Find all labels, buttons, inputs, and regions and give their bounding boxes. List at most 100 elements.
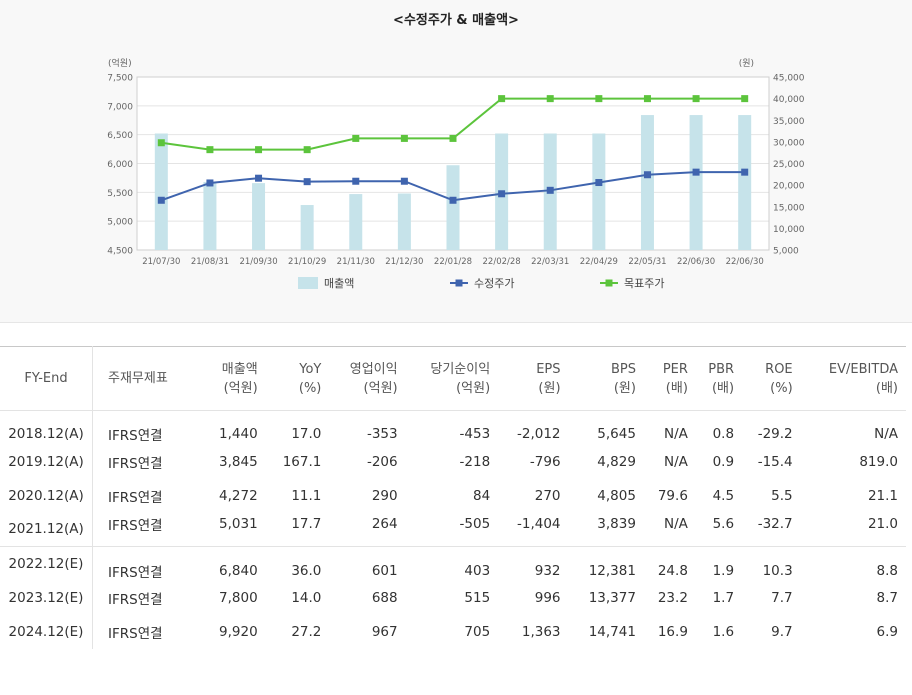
target-price-point bbox=[400, 134, 408, 142]
column-header: 영업이익 (억원) bbox=[329, 346, 406, 411]
table-cell: -29.2 bbox=[757, 425, 793, 442]
table-cell: 17.0 bbox=[291, 425, 322, 442]
table-cell: -15.4 bbox=[757, 453, 793, 470]
adjusted-price-point bbox=[303, 178, 311, 186]
fy-end-cell: 2024.12(E) bbox=[0, 615, 93, 649]
x-tick-label: 22/01/28 bbox=[434, 257, 472, 267]
table-cell: -2,012 bbox=[517, 425, 561, 442]
table-cell: 5.6 bbox=[712, 516, 735, 533]
column-header-label: FY-End bbox=[24, 371, 68, 386]
column-header-unit: (배) bbox=[665, 380, 688, 396]
table-cell: 996 bbox=[534, 590, 561, 606]
chart-title: <수정주가 & 매출액> bbox=[393, 13, 519, 28]
right-tick-label: 5,000 bbox=[773, 247, 799, 257]
x-tick-label: 21/10/29 bbox=[288, 257, 326, 267]
column-header: ROE (%) bbox=[742, 346, 801, 411]
column-header: PER (배) bbox=[643, 346, 696, 411]
table-cell: 4,272 bbox=[219, 487, 258, 504]
left-tick-label: 5,500 bbox=[107, 189, 133, 199]
table-cell: N/A bbox=[664, 453, 688, 470]
left-tick-label: 7,500 bbox=[107, 74, 133, 84]
table-cell: 9.7 bbox=[771, 624, 793, 640]
adjusted-price-point bbox=[692, 168, 700, 176]
table-cell: 1.9 bbox=[695, 546, 743, 581]
table-cell: 6,840 bbox=[202, 546, 266, 581]
table-cell: 17.7 bbox=[291, 516, 322, 533]
column-header-label: BPS bbox=[610, 361, 636, 377]
adjusted-price-point bbox=[643, 171, 651, 179]
table-cell: 21.1 bbox=[867, 487, 898, 504]
fy-end-cell: 2020.12(A) bbox=[0, 478, 93, 513]
adjusted-price-point bbox=[352, 177, 360, 185]
adjusted-price-point bbox=[206, 179, 214, 187]
left-tick-label: 6,500 bbox=[107, 131, 133, 141]
column-header-unit: (원) bbox=[538, 380, 561, 396]
table-cell: N/A bbox=[874, 425, 898, 442]
table-cell: 84 bbox=[473, 487, 491, 504]
column-header-label: EV/EBITDA bbox=[828, 361, 898, 377]
x-tick-label: 21/08/31 bbox=[191, 257, 229, 267]
table-cell: IFRS연결 bbox=[108, 489, 163, 506]
table-row: 2018.12(A) IFRS연결 1,440 17.0 -353 -453 -2,012 5… bbox=[0, 410, 906, 445]
table-cell: IFRS연결 bbox=[108, 427, 163, 444]
right-tick-label: 15,000 bbox=[773, 203, 805, 213]
table-cell: 5.5 bbox=[771, 487, 793, 504]
revenue-bar bbox=[349, 194, 363, 250]
table-cell: IFRS연결 bbox=[92, 546, 202, 581]
x-tick-label: 21/07/30 bbox=[142, 257, 180, 267]
target-price-point bbox=[595, 95, 603, 103]
table-cell: -218 bbox=[459, 453, 491, 470]
column-header: PBR (배) bbox=[695, 346, 743, 411]
revenue-bar bbox=[738, 115, 752, 250]
revenue-bar bbox=[300, 205, 314, 250]
revenue-bar bbox=[640, 115, 654, 250]
adjusted-price-point bbox=[400, 177, 408, 185]
legend-label-revenue: 매출액 bbox=[324, 277, 354, 290]
table-body: 2018.12(A) IFRS연결 1,440 17.0 -353 -453 -2,012 5… bbox=[0, 410, 906, 649]
table-cell: 3,845 bbox=[219, 453, 258, 470]
legend-label-target-price: 목표주가 bbox=[624, 277, 664, 290]
column-header-unit: (배) bbox=[875, 380, 898, 396]
column-header-label: YoY bbox=[299, 361, 322, 377]
target-price-point bbox=[546, 95, 554, 103]
column-header: YoY (%) bbox=[265, 346, 330, 411]
price-revenue-chart: 4,500 5,000 5,500 6,000 6,500 7,000 7,500 5,000… bbox=[107, 57, 805, 290]
column-header-label: 매출액 bbox=[221, 361, 258, 377]
right-tick-label: 40,000 bbox=[773, 95, 805, 105]
column-header-unit: (원) bbox=[613, 380, 636, 396]
table-cell: -32.7 bbox=[757, 516, 793, 533]
table-cell: 79.6 bbox=[657, 487, 688, 504]
table-row: 2021.12(A) IFRS연결 5,031 17.7 264 -505 -1,404 3,… bbox=[0, 512, 906, 547]
revenue-bar bbox=[252, 183, 266, 250]
right-tick-label: 10,000 bbox=[773, 225, 805, 235]
table-cell: 7,800 bbox=[219, 590, 258, 606]
revenue-bar bbox=[397, 193, 411, 250]
column-header-label: PBR bbox=[708, 361, 735, 377]
table-cell: 23.2 bbox=[657, 590, 688, 606]
table-cell: 7.7 bbox=[771, 590, 793, 606]
target-price-point bbox=[741, 95, 749, 103]
left-axis-unit: (억원) bbox=[108, 57, 132, 69]
column-header: FY-End bbox=[0, 346, 93, 411]
table-cell: 9,920 bbox=[219, 624, 258, 640]
legend-label-adjusted-price: 수정주가 bbox=[474, 277, 514, 290]
adjusted-price-point bbox=[546, 186, 554, 194]
table-cell: 10.3 bbox=[742, 546, 801, 581]
table-cell: 5,645 bbox=[597, 425, 636, 442]
target-price-point bbox=[498, 95, 506, 103]
table-cell: 24.8 bbox=[643, 546, 696, 581]
column-header: 당기순이익 (억원) bbox=[405, 346, 499, 411]
table-row: 2023.12(E) IFRS연결 7,800 14.0 688 515 996 13,377… bbox=[0, 581, 906, 615]
legend-marker-adjusted-price bbox=[455, 279, 463, 287]
table-cell: 8.7 bbox=[876, 590, 898, 606]
table-cell: -796 bbox=[529, 453, 561, 470]
table-cell: 4,829 bbox=[597, 453, 636, 470]
column-header-label: ROE bbox=[765, 361, 793, 377]
fy-end-cell: 2022.12(E) bbox=[0, 546, 93, 581]
column-header: EV/EBITDA (배) bbox=[800, 346, 906, 411]
table-cell: 688 bbox=[371, 590, 398, 606]
x-tick-label: 22/02/28 bbox=[483, 257, 521, 267]
table-cell: IFRS연결 bbox=[108, 455, 163, 472]
table-cell: 27.2 bbox=[291, 624, 322, 640]
fy-end-cell: 2023.12(E) bbox=[0, 581, 93, 615]
